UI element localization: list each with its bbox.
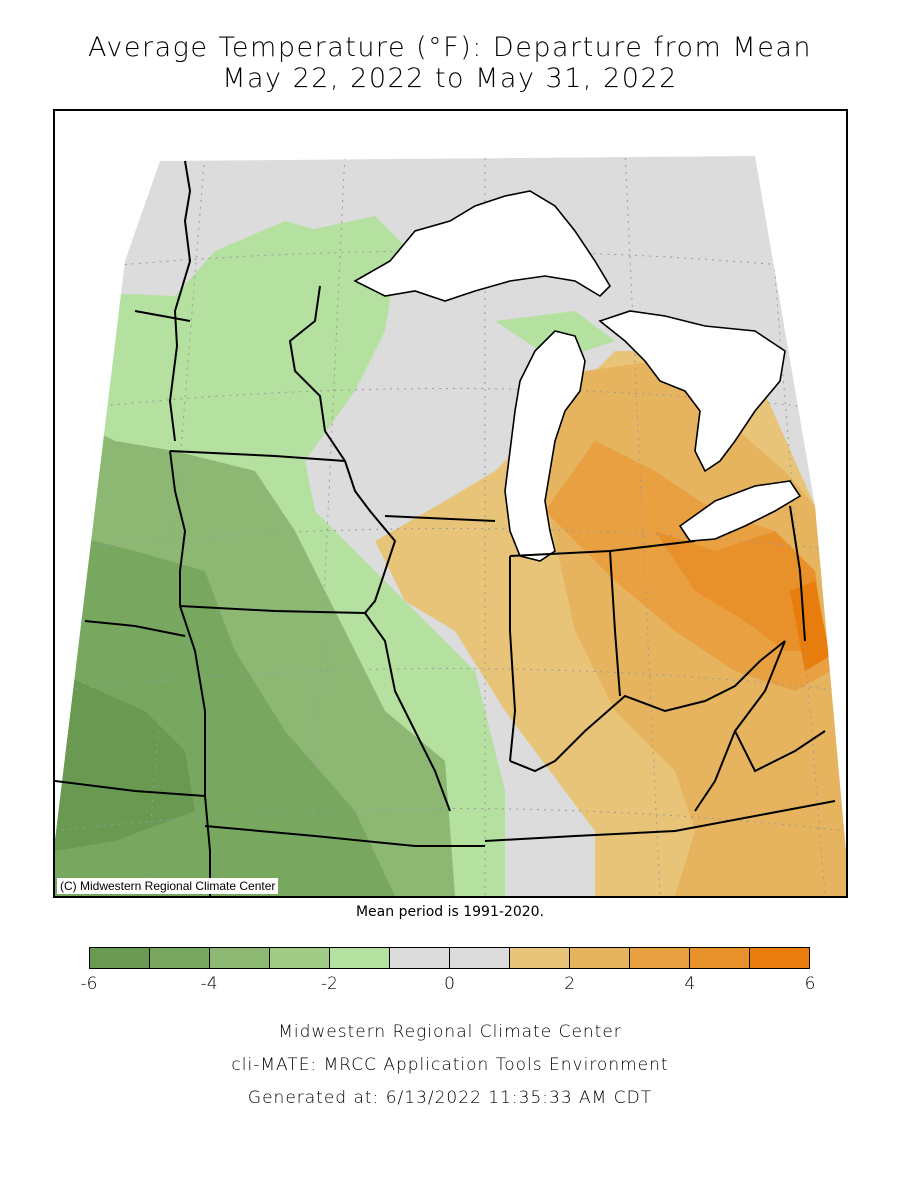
legend-tick-label: 2	[564, 974, 576, 994]
legend-tick-label: -4	[200, 974, 218, 994]
legend-swatch	[510, 948, 570, 968]
ia-south-border	[179, 605, 366, 614]
lake-superior	[353, 190, 612, 302]
map-frame: (C) Midwestern Regional Climate Center	[53, 109, 848, 898]
lake-huron	[598, 310, 786, 473]
legend-tick-label: 6	[804, 974, 816, 994]
ia-west-border	[169, 450, 187, 606]
darkest-green-zone	[55, 671, 195, 851]
legend-swatch	[210, 948, 270, 968]
wi-il-border	[384, 515, 496, 522]
mn-wi-border	[288, 285, 346, 462]
oh-river-kentucky	[509, 640, 786, 773]
graticule	[55, 156, 846, 896]
footer-tool-name: cli-MATE: MRCC Application Tools Environ…	[231, 1055, 669, 1075]
footer-organization: Midwestern Regional Climate Center	[278, 1022, 622, 1042]
nd-sd-border	[134, 310, 191, 322]
legend-swatch	[690, 948, 750, 968]
mn-west-border	[168, 160, 192, 442]
ne-ks-border	[55, 780, 206, 797]
map-credit: (C) Midwestern Regional Climate Center	[57, 878, 279, 894]
il-in-border	[509, 556, 517, 762]
wv-va-border	[694, 730, 736, 812]
legend-swatch	[630, 948, 690, 968]
map-title: Average Temperature (°F): Departure from…	[88, 32, 812, 63]
color-legend	[89, 947, 810, 969]
legend-swatch	[450, 948, 510, 968]
legend-swatch	[390, 948, 450, 968]
lake-michigan	[504, 330, 586, 562]
legend-tick-label: 4	[684, 974, 696, 994]
mi-in-oh-border	[509, 540, 696, 557]
legend-swatch	[570, 948, 630, 968]
ky-tn-border	[484, 800, 836, 842]
legend-tick-label: 0	[444, 974, 455, 994]
oh-wv-border	[733, 640, 826, 773]
mean-period-note: Mean period is 1991-2020.	[355, 904, 545, 920]
great-lakes	[353, 190, 802, 562]
mo-ar-border	[204, 825, 485, 847]
lake-erie	[678, 480, 802, 542]
legend-swatch	[270, 948, 330, 968]
legend-swatch	[150, 948, 210, 968]
state-boundaries	[55, 160, 836, 896]
darkest-orange-zone	[655, 531, 825, 651]
legend-tick-label: -2	[320, 974, 338, 994]
oh-pa-border	[789, 505, 806, 642]
legend-swatch	[330, 948, 390, 968]
map-date-range: May 22, 2022 to May 31, 2022	[222, 63, 678, 94]
legend-tick-label: -6	[80, 974, 98, 994]
footer-generated-time: Generated at: 6/13/2022 11:35:33 AM CDT	[247, 1088, 653, 1108]
legend-swatch	[750, 948, 809, 968]
legend-swatch	[90, 948, 150, 968]
mn-south-border	[169, 450, 346, 462]
il-mo-border	[364, 612, 451, 812]
ia-il-border	[344, 460, 397, 614]
in-oh-border	[609, 550, 621, 697]
mo-west-border	[179, 605, 206, 796]
sd-ne-border	[84, 620, 186, 637]
max-orange-zone	[790, 581, 830, 671]
temperature-departure-map	[55, 156, 846, 896]
